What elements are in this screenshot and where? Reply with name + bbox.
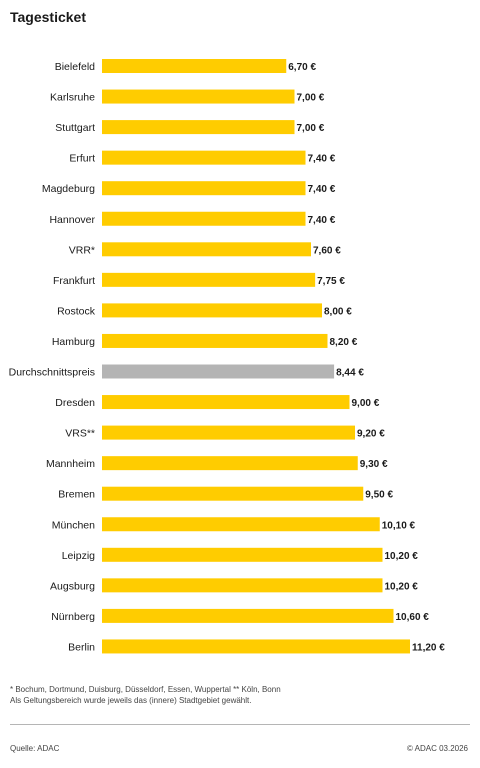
category-label-vrr: VRR* bbox=[69, 244, 95, 256]
category-label-stuttgart: Stuttgart bbox=[55, 122, 95, 134]
category-label-durchschnittspreis: Durchschnittspreis bbox=[9, 367, 95, 379]
category-label-magdeburg: Magdeburg bbox=[42, 183, 95, 195]
bar-stuttgart bbox=[102, 120, 295, 135]
category-label-rostock: Rostock bbox=[57, 305, 96, 317]
bar-münchen bbox=[102, 517, 380, 532]
value-label-augsburg: 10,20 € bbox=[385, 581, 419, 592]
value-label-vrs: 9,20 € bbox=[357, 429, 385, 440]
value-label-rostock: 8,00 € bbox=[324, 306, 352, 317]
value-label-magdeburg: 7,40 € bbox=[308, 184, 336, 195]
bar-bielefeld bbox=[102, 59, 287, 73]
bar-karlsruhe bbox=[102, 89, 295, 104]
category-label-erfurt: Erfurt bbox=[69, 153, 95, 165]
bar-frankfurt bbox=[102, 272, 316, 287]
bar-vrs bbox=[102, 425, 355, 440]
category-label-hamburg: Hamburg bbox=[52, 336, 95, 348]
divider bbox=[10, 724, 470, 725]
value-label-bremen: 9,50 € bbox=[365, 490, 393, 501]
bar-dresden bbox=[102, 395, 350, 410]
value-label-leipzig: 10,20 € bbox=[385, 551, 419, 562]
value-label-dresden: 9,00 € bbox=[352, 398, 380, 409]
bar-durchschnittspreis bbox=[102, 364, 335, 379]
category-label-mannheim: Mannheim bbox=[46, 458, 95, 470]
bar-mannheim bbox=[102, 456, 358, 471]
bar-chart: Bielefeld 6,70 € Karlsruhe 7,00 € Stuttgart 7… bbox=[9, 59, 445, 654]
bar-vrr bbox=[102, 242, 311, 257]
footnote-cities: * Bochum, Dortmund, Duisburg, Düsseldorf… bbox=[10, 685, 281, 694]
bar-hannover bbox=[102, 211, 306, 226]
chart-title: Tagesticket bbox=[10, 9, 86, 25]
value-label-bielefeld: 6,70 € bbox=[288, 62, 316, 73]
category-label-bremen: Bremen bbox=[58, 489, 95, 501]
value-label-stuttgart: 7,00 € bbox=[297, 123, 325, 134]
bar-hamburg bbox=[102, 333, 328, 348]
bar-augsburg bbox=[102, 578, 383, 593]
footnote-scope: Als Geltungsbereich wurde jeweils das (i… bbox=[10, 696, 252, 705]
copyright-text: © ADAC 03.2026 bbox=[406, 744, 468, 753]
source-text: Quelle: ADAC bbox=[10, 744, 60, 753]
category-label-bielefeld: Bielefeld bbox=[55, 61, 95, 73]
value-label-mannheim: 9,30 € bbox=[360, 459, 388, 470]
value-label-durchschnittspreis: 8,44 € bbox=[336, 368, 364, 379]
category-label-berlin: Berlin bbox=[68, 641, 95, 653]
bar-erfurt bbox=[102, 150, 306, 165]
category-label-nürnberg: Nürnberg bbox=[51, 611, 95, 623]
bar-bremen bbox=[102, 486, 364, 501]
value-label-vrr: 7,60 € bbox=[313, 245, 341, 256]
bar-rostock bbox=[102, 303, 322, 318]
bar-magdeburg bbox=[102, 181, 306, 196]
value-label-hamburg: 8,20 € bbox=[330, 337, 358, 348]
value-label-erfurt: 7,40 € bbox=[308, 154, 336, 165]
bar-nürnberg bbox=[102, 608, 394, 623]
category-label-vrs: VRS** bbox=[65, 428, 95, 440]
value-label-hannover: 7,40 € bbox=[308, 215, 336, 226]
category-label-dresden: Dresden bbox=[55, 397, 95, 409]
value-label-münchen: 10,10 € bbox=[382, 520, 416, 531]
value-label-nürnberg: 10,60 € bbox=[396, 612, 430, 623]
category-label-leipzig: Leipzig bbox=[62, 550, 95, 562]
bar-leipzig bbox=[102, 547, 383, 562]
category-label-frankfurt: Frankfurt bbox=[53, 275, 95, 287]
value-label-frankfurt: 7,75 € bbox=[317, 276, 345, 287]
bar-berlin bbox=[102, 639, 410, 654]
value-label-karlsruhe: 7,00 € bbox=[297, 93, 325, 104]
value-label-berlin: 11,20 € bbox=[412, 642, 445, 653]
category-label-augsburg: Augsburg bbox=[50, 580, 95, 592]
category-label-münchen: München bbox=[52, 519, 95, 531]
category-label-karlsruhe: Karlsruhe bbox=[50, 92, 95, 104]
category-label-hannover: Hannover bbox=[49, 214, 95, 226]
